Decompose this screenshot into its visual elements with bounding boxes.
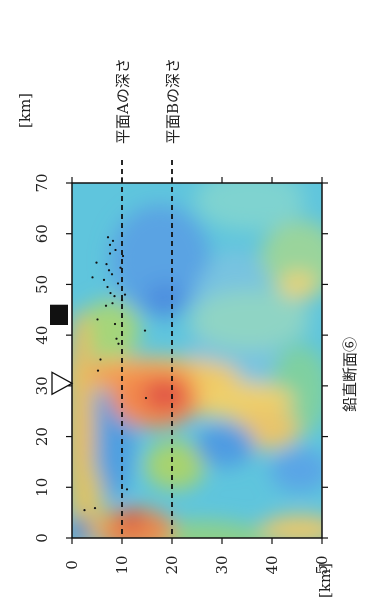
depth-axis: 0 10 20 30 40 50 bbox=[63, 177, 331, 575]
hypocenter-dot bbox=[109, 291, 112, 295]
hypocenter-dot bbox=[91, 276, 94, 279]
distance-tick-label: 70 bbox=[33, 173, 51, 192]
hypocenter-dot bbox=[111, 239, 115, 242]
section-label: 鉛直断面⑥ bbox=[341, 337, 359, 412]
hypocenter-dot bbox=[143, 329, 147, 332]
distance-tick-label: 60 bbox=[33, 224, 51, 243]
hypocenter-dot bbox=[106, 236, 110, 239]
depth-tick-label: 30 bbox=[213, 555, 231, 574]
hypocenter-dot bbox=[105, 263, 108, 266]
depth-tick-label: 10 bbox=[113, 555, 131, 574]
hypocenter-dot bbox=[108, 252, 112, 255]
depth-tick-label: 20 bbox=[163, 555, 181, 574]
distance-unit-label: [km] bbox=[16, 93, 34, 128]
hypocenter-dot bbox=[93, 506, 97, 510]
hypocenter-dot bbox=[125, 488, 129, 491]
velocity-anomaly-field bbox=[72, 183, 322, 538]
earthquake-hypocenters bbox=[83, 236, 148, 512]
hypocenter-dot bbox=[120, 299, 124, 302]
hypocenter-dot bbox=[121, 254, 125, 258]
hypocenter-dot bbox=[95, 261, 98, 264]
plane-a-label: 平面Aの深さ bbox=[114, 58, 132, 144]
distance-tick-label: 20 bbox=[33, 427, 51, 446]
hypocenter-dot bbox=[102, 278, 106, 281]
distance-tick-label: 0 bbox=[33, 533, 51, 543]
hypocenter-dot bbox=[116, 282, 120, 285]
distance-tick-label: 30 bbox=[33, 376, 51, 395]
plot-frame bbox=[71, 182, 323, 539]
hypocenter-dot bbox=[119, 266, 122, 269]
depth-unit-label: [km] bbox=[316, 563, 334, 598]
hypocenter-dot bbox=[108, 243, 112, 246]
hypocenter-dot bbox=[96, 369, 100, 372]
hypocenter-dot bbox=[123, 293, 127, 296]
volcano-triangle-icon bbox=[51, 371, 74, 396]
distance-axis: 0 10 20 30 40 50 60 70 bbox=[33, 173, 328, 543]
hypocenter-dot bbox=[110, 273, 114, 276]
hypocenter-dot bbox=[96, 318, 99, 321]
station-block-marker bbox=[50, 304, 68, 325]
hypocenter-dot bbox=[115, 337, 118, 340]
distance-tick-label: 40 bbox=[33, 326, 51, 345]
depth-tick-label: 40 bbox=[263, 555, 281, 574]
plane-b-label: 平面Bの深さ bbox=[164, 58, 182, 144]
depth-tick-label: 0 bbox=[63, 560, 81, 570]
hypocenter-dot bbox=[107, 269, 111, 272]
hypocenter-dot bbox=[106, 285, 109, 289]
hypocenter-dot bbox=[114, 248, 117, 252]
distance-tick-label: 50 bbox=[33, 275, 51, 294]
hypocenter-dot bbox=[99, 358, 102, 361]
hypocenter-dot bbox=[83, 509, 86, 512]
hypocenter-dot bbox=[104, 304, 108, 307]
depth-tick-label: 50 bbox=[313, 555, 331, 574]
hypocenter-dot bbox=[117, 342, 120, 345]
hypocenter-dot bbox=[144, 396, 148, 400]
hypocenter-dot bbox=[111, 302, 114, 305]
hypocenter-dot bbox=[113, 322, 117, 326]
distance-tick-label: 10 bbox=[33, 478, 51, 497]
hypocenter-dot bbox=[113, 294, 116, 298]
